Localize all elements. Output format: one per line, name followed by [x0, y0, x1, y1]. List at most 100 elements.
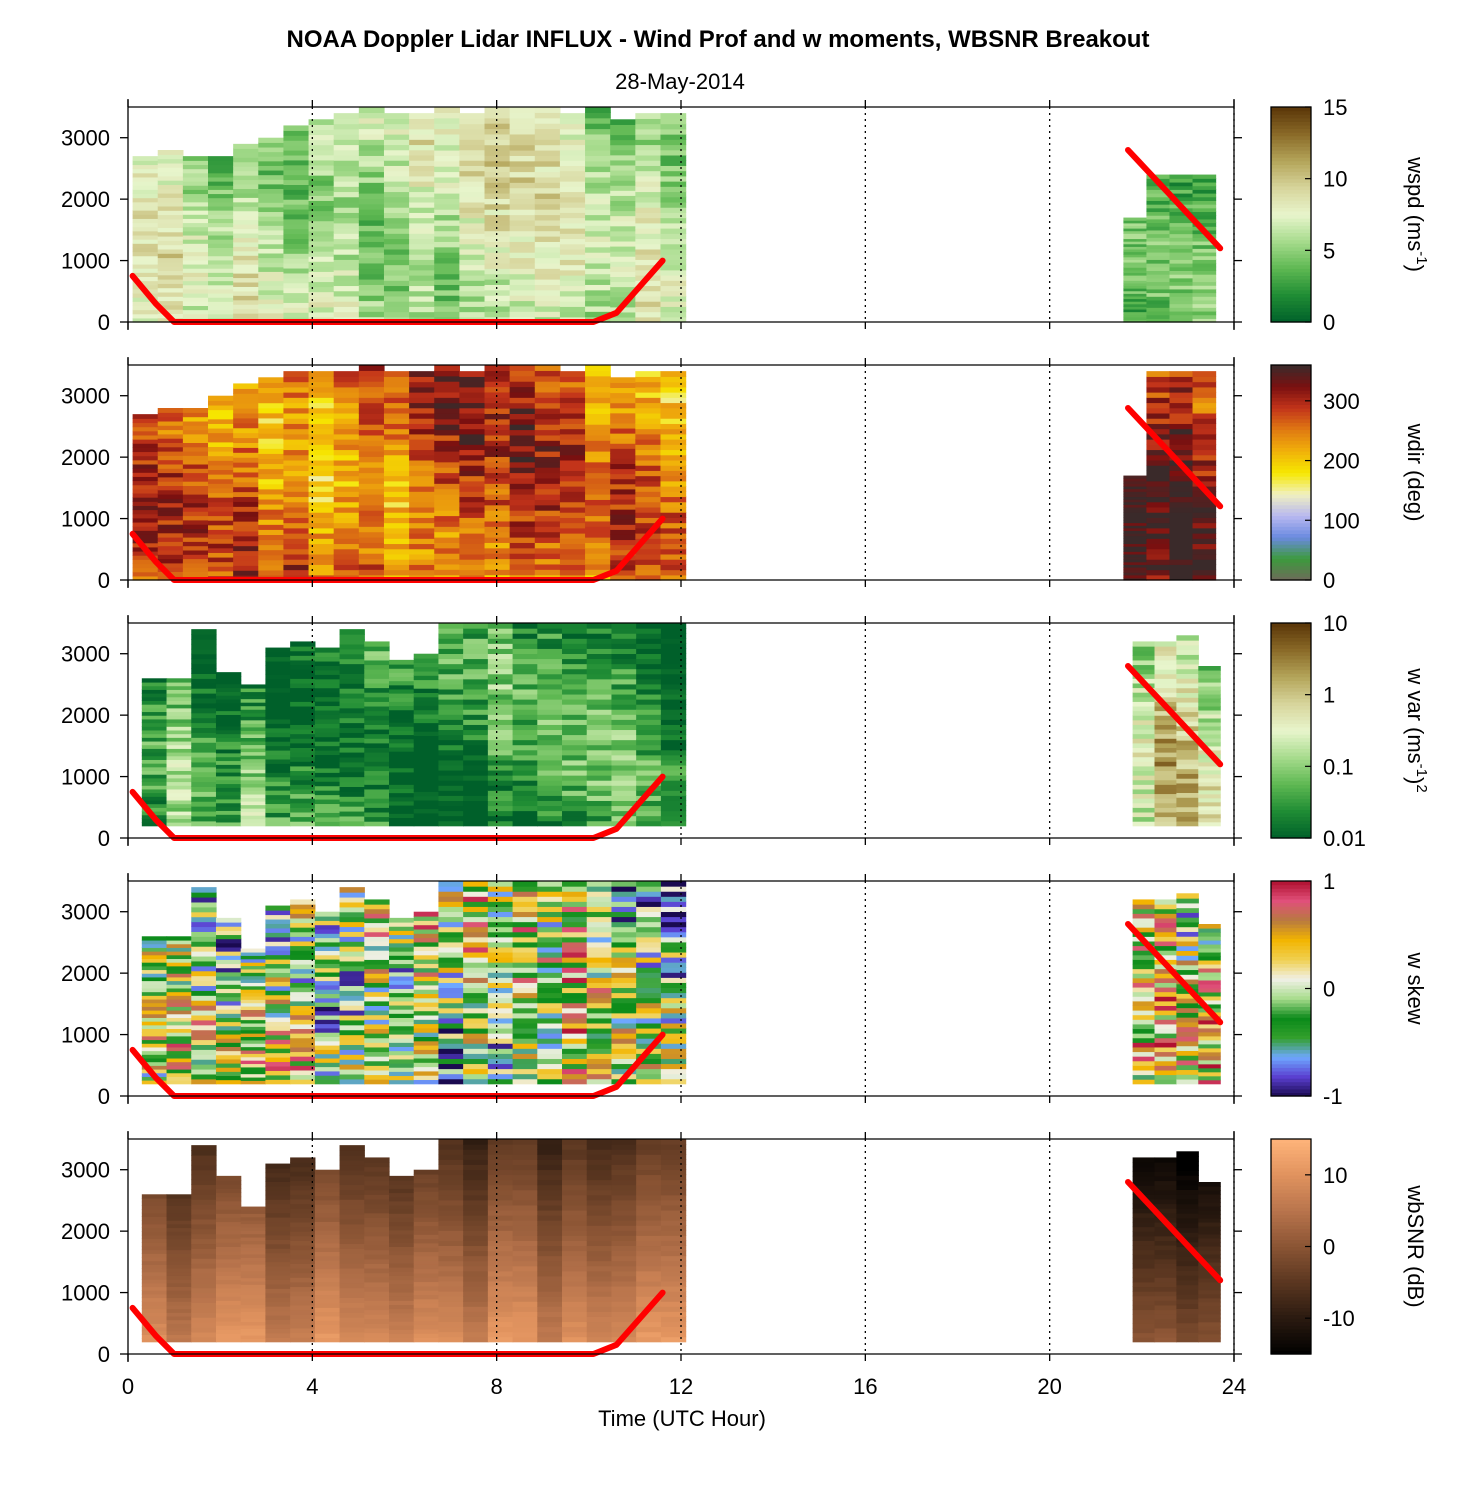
wspd-morning-cell [383, 181, 410, 187]
wvar-morning-cell [537, 683, 563, 690]
wbsnr-morning-cell [290, 1300, 316, 1306]
wvar-morning-cell [389, 784, 415, 789]
wbsnr-morning-cell [215, 1221, 242, 1227]
wbsnr-morning-cell [166, 1282, 192, 1288]
wskew-evening-cell [1198, 1059, 1221, 1065]
wspd-morning-cell [157, 304, 184, 310]
wspd-evening-cell [1169, 181, 1194, 187]
wspd-evening-cell [1123, 254, 1148, 258]
wskew-morning-cell [586, 901, 613, 907]
wdir-morning-cell [333, 496, 360, 503]
wskew-morning-cell [537, 1027, 563, 1034]
wvar-morning-cell [166, 689, 192, 694]
wspd-morning-cell [208, 205, 234, 211]
wbsnr-morning-cell [215, 1304, 242, 1310]
wskew-morning-cell [240, 999, 267, 1004]
wskew-morning-cell [141, 1046, 168, 1052]
wskew-evening-cell [1176, 907, 1199, 913]
wvar-morning-cell [290, 646, 316, 652]
wdir-morning-cell [333, 569, 360, 576]
wspd-morning-cell [635, 228, 662, 234]
wvar-morning-cell [364, 770, 390, 776]
wskew-morning-cell [364, 1060, 390, 1066]
wskew-morning-cell [191, 951, 217, 957]
wspd-morning-cell [559, 290, 586, 297]
wskew-colorbar-step [1271, 956, 1311, 961]
wvar-colorbar-step [1271, 673, 1311, 678]
wdir-morning-cell [459, 439, 486, 445]
wskew-morning-cell [364, 1065, 390, 1071]
wskew-morning-cell [166, 958, 192, 963]
wvar-morning-cell [191, 693, 217, 699]
wbsnr-morning-cell [141, 1231, 168, 1236]
wvar-evening-cell [1198, 693, 1221, 699]
wdir-colorbar-tick-label: 300 [1323, 389, 1360, 414]
wdir-morning-cell [459, 517, 486, 524]
wvar-morning-cell [290, 687, 316, 693]
wdir-morning-cell [635, 548, 662, 555]
wvar-morning-cell [166, 755, 192, 760]
wspd-evening-cell [1146, 314, 1171, 319]
wskew-morning-cell [586, 992, 613, 999]
wspd-morning-cell [208, 255, 234, 261]
wskew-morning-cell [240, 1009, 267, 1014]
wvar-morning-cell [413, 701, 440, 706]
wvar-morning-cell [611, 749, 637, 756]
wspd-morning-cell [509, 268, 536, 275]
wskew-morning-cell [512, 1068, 538, 1075]
wvar-morning-cell [463, 668, 489, 675]
wskew-morning-cell [636, 906, 662, 913]
wspd-morning-cell [308, 245, 335, 252]
wskew-evening-cell [1132, 968, 1156, 974]
wspd-morning-cell [283, 154, 310, 161]
wbsnr-morning-cell [364, 1244, 390, 1251]
wskew-morning-cell [487, 967, 514, 973]
wskew-morning-cell [512, 1043, 538, 1049]
wskew-colorbar-step [1271, 1070, 1311, 1076]
wskew-morning-cell [438, 1063, 464, 1070]
wskew-morning-cell [141, 984, 168, 989]
wbsnr-morning-cell [265, 1288, 291, 1294]
wdir-morning-cell [409, 371, 435, 377]
wvar-evening-cell [1132, 655, 1156, 661]
wspd-morning-cell [308, 164, 335, 171]
wdir-morning-cell [484, 445, 511, 452]
wspd-morning-cell [132, 268, 159, 273]
wvar-morning-cell [562, 759, 588, 766]
wskew-y-tick-label: 1000 [61, 1023, 110, 1048]
wspd-morning-cell [585, 112, 611, 119]
wskew-morning-cell [413, 1006, 440, 1012]
wvar-morning-cell [364, 816, 390, 822]
wskew-morning-cell [290, 904, 316, 910]
wvar-evening-cell [1132, 664, 1156, 670]
wskew-morning-cell [265, 1074, 291, 1080]
wspd-evening-cell [1123, 243, 1148, 247]
wspd-morning-cell [409, 311, 435, 318]
wvar-y-tick-label: 0 [98, 826, 110, 851]
wvar-morning-cell [141, 700, 168, 705]
wdir-morning-cell [409, 506, 435, 513]
wspd-morning-cell [610, 240, 636, 247]
wskew-morning-cell [487, 1012, 514, 1019]
wskew-morning-cell [413, 1070, 440, 1076]
wbsnr-morning-cell [265, 1314, 291, 1321]
wvar-morning-cell [240, 748, 267, 753]
wskew-morning-cell [487, 1038, 514, 1044]
wbsnr-morning-cell [314, 1251, 341, 1257]
wskew-morning-cell [389, 938, 415, 944]
wdir-evening-cell [1146, 412, 1171, 419]
wskew-morning-cell [191, 1010, 217, 1016]
wskew-evening-cell [1176, 902, 1199, 909]
wbsnr-morning-cell [290, 1249, 316, 1255]
wspd-morning-cell [459, 259, 486, 266]
wbsnr-morning-cell [364, 1318, 390, 1324]
wdir-morning-cell [534, 553, 561, 560]
wspd-morning-cell [132, 276, 159, 282]
wbsnr-morning-cell [314, 1290, 341, 1296]
wvar-morning-cell [364, 687, 390, 693]
wdir-morning-cell [333, 559, 360, 565]
wskew-morning-cell [364, 899, 390, 905]
wspd-morning-cell [358, 300, 385, 307]
wbsnr-morning-cell [191, 1228, 217, 1235]
